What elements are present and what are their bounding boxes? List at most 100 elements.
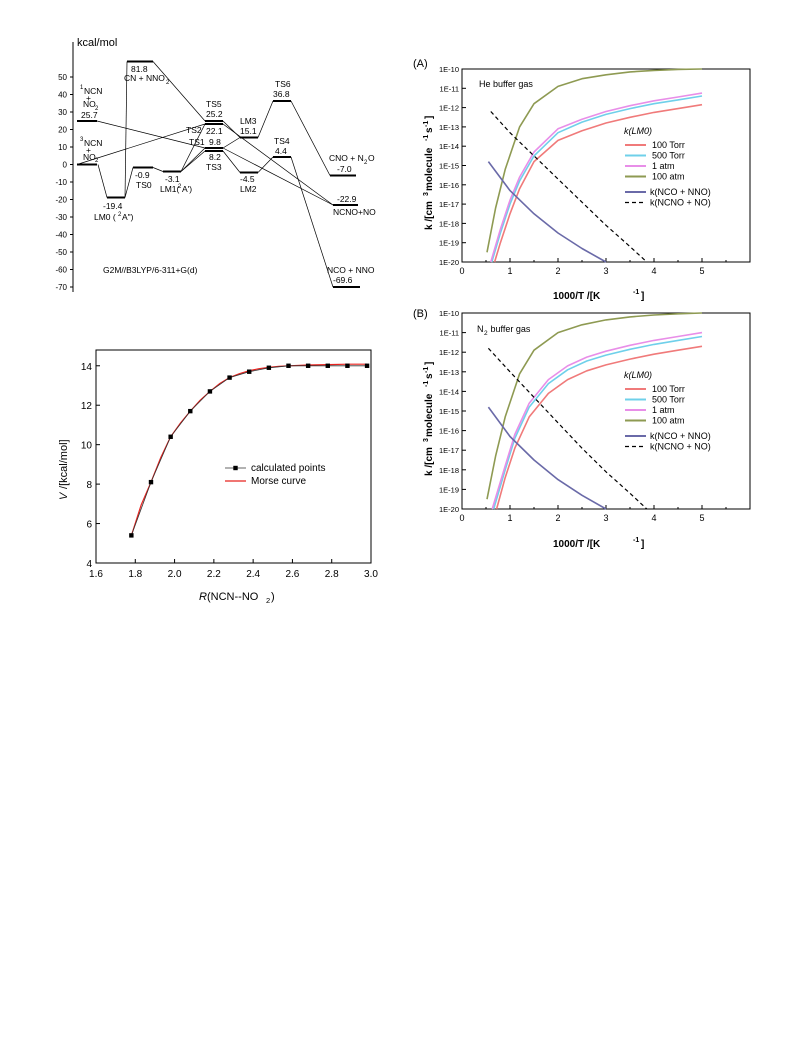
series-calculated-points-line [131,365,368,536]
panel-b-ytick-label: 1E-18 [439,466,459,475]
label-no2-triplet: NO [83,152,96,162]
panel-b-ylabel-mid: molecule [424,393,435,437]
label-cn-nno2: CN + NNO [124,73,165,83]
panel-b-ylabel-sup1: 3 [423,438,430,442]
legend-label-100-torr: 100 Torr [652,384,685,394]
label-ts4: TS4 [274,136,290,146]
panel-a-xtick-label: 2 [555,266,560,276]
panel-b-ylabel-s: s [424,373,435,379]
label-lm0: LM0 ( [94,212,116,222]
panel-b-xtick-label: 1 [507,513,512,523]
calculated-point [286,363,291,368]
morse-xlabel-main: R [199,591,207,603]
panel-b-legend-title: k(LM0) [624,370,652,380]
legend-label-k-ncno-no: k(NCNO + NO) [650,442,711,452]
morse-ylabel-rest: /[kcal/mol] [58,439,70,492]
morse-ylabel: V /[kcal/mol] [58,439,70,500]
panel-a-ylabel-mid: molecule [424,147,435,191]
label-ncn-singlet-plus: + [86,93,91,103]
panel-a-ytick-label: 1E-17 [439,200,459,209]
panel-a-ytick-label: 1E-12 [439,104,459,113]
calculated-point [247,369,252,374]
panel-b-ylabel-sup3: -1 [423,367,430,373]
energy-ytick-label: -40 [55,231,67,240]
series-morse-curve-line [130,363,368,536]
panel-a-xtick-label: 1 [507,266,512,276]
calculated-point [345,363,350,368]
series-k-nco-nno-line [487,161,607,263]
energy-ytick-label: 50 [58,73,67,82]
panel-a-ytick-label: 1E-20 [439,258,459,267]
label-ts3: TS3 [206,162,222,172]
energy-ytick-label: 40 [58,91,67,100]
energy-ytick-label: -20 [55,196,67,205]
panel-b-ylabel-main: k /[cm [424,447,435,476]
label-ncn-triplet-sup: 3 [80,137,84,143]
morse-ytick-label: 14 [81,362,93,373]
legend-label-k-ncno-no: k(NCNO + NO) [650,198,711,208]
panel-b-annotation-tail: buffer gas [488,324,531,334]
energy-ytick-label: 0 [63,161,68,170]
panel-a-xtick-label: 5 [699,266,704,276]
panel-b-annotation-sub: 2 [484,330,488,337]
value-cno-n2o: -7.0 [337,164,352,174]
panel-a-ylabel-sup3: -1 [423,121,430,127]
morse-xlabel: R (NCN--NO 2 ) [199,591,275,605]
label-no2-singlet: NO [83,99,96,109]
legend-label-k-nco-nno: k(NCO + NNO) [650,187,711,197]
morse-xlabel-rest: (NCN--NO [207,591,259,603]
panel-b-ytick-label: 1E-20 [439,505,459,514]
panel-b-ytick-label: 1E-17 [439,446,459,455]
series-k-nco-nno-line [487,406,607,510]
panel-b-xlabel-sup: -1 [633,537,639,544]
label-lm0-tail: A") [122,212,134,222]
energy-method-label: G2M//B3LYP/6-311+G(d) [103,265,198,275]
panel-a-ylabel-s: s [424,127,435,133]
series-500-torr-line [492,335,703,510]
calculated-point [364,363,370,368]
morse-xlabel-tail: ) [271,591,275,603]
panel-a-ylabel-tail: ] [424,116,435,119]
morse-ytick-label: 12 [81,401,93,412]
series-100-torr-line [493,103,703,263]
label-lm1: LM1( [160,184,180,194]
label-ncn-triplet-plus: + [86,145,91,155]
morse-ytick-label: 4 [86,559,92,570]
legend-label-500-torr: 500 Torr [652,395,685,405]
legend-label-morse-curve: Morse curve [251,476,306,487]
panel-a-ylabel-sup2: -1 [423,135,430,141]
panel-a-xlabel-sup: -1 [633,289,639,296]
value-lm1: -3.1 [165,174,180,184]
panel-a-tag: (A) [413,58,428,70]
calculated-point [188,408,193,414]
series-1-atm-line [490,92,703,263]
calculated-point [227,375,232,380]
label-no2-singlet-sub: 2 [95,106,99,112]
energy-ytick-label: -50 [55,248,67,257]
panel-a-ytick-label: 1E-16 [439,181,459,190]
panel-b-ylabel-sup2: -1 [423,381,430,387]
label-ncno-no: NCNO+NO [333,207,376,217]
panel-b-ytick-label: 1E-15 [439,407,459,416]
energy-ytick-label: -30 [55,213,67,222]
morse-xtick-label: 2.0 [168,569,182,580]
energy-ytick-label: -60 [55,266,67,275]
legend-label-calculated-points: calculated points [251,463,326,474]
series-100-atm-line [486,68,703,253]
morse-xtick-label: 2.4 [246,569,260,580]
morse-xtick-label: 2.8 [325,569,339,580]
label-lm1-sup: 2 [178,184,182,190]
panel-b-xlabel-tail: ] [641,539,644,550]
panel-b-xtick-label: 0 [459,513,464,523]
morse-frame [95,349,372,564]
calculated-point [207,389,213,394]
energy-ytick-label: 10 [58,143,67,152]
panel-b-xlabel-main: 1000/T /[K [553,539,601,550]
legend-label-k-nco-nno: k(NCO + NNO) [650,431,711,441]
panel-a-ytick-label: 1E-19 [439,239,459,248]
label-cno-n2o: CNO + N [329,153,364,163]
energy-ytick-label: -10 [55,178,67,187]
morse-ytick-label: 6 [86,520,92,531]
value-cn-nno2: 81.8 [131,64,148,74]
label-ts5: TS5 [206,99,222,109]
